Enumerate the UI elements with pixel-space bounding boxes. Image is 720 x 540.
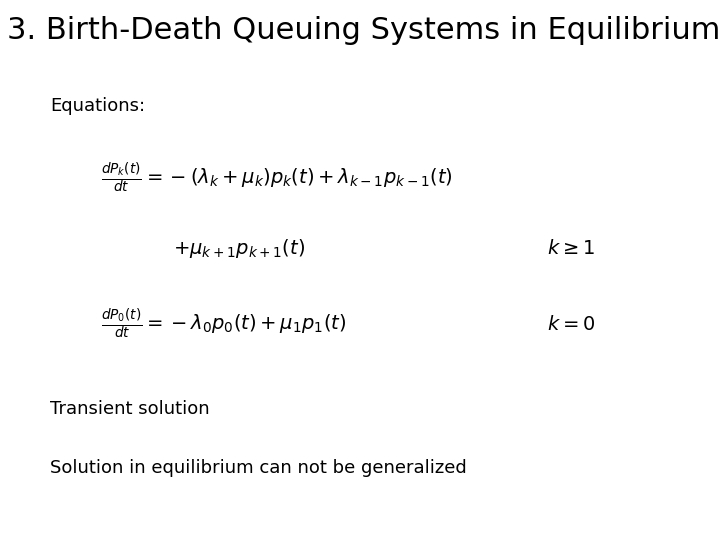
Text: $+ \mu_{k+1}p_{k+1}(t)$: $+ \mu_{k+1}p_{k+1}(t)$ xyxy=(173,237,305,260)
Text: 3. Birth-Death Queuing Systems in Equilibrium: 3. Birth-Death Queuing Systems in Equili… xyxy=(7,16,720,45)
Text: $\frac{dP_{0}(t)}{dt} = -\lambda_{0}p_{0}(t) + \mu_{1}p_{1}(t)$: $\frac{dP_{0}(t)}{dt} = -\lambda_{0}p_{0… xyxy=(101,307,346,341)
Text: $k = 0$: $k = 0$ xyxy=(547,314,595,334)
Text: Equations:: Equations: xyxy=(50,97,145,115)
Text: $k \geq 1$: $k \geq 1$ xyxy=(547,239,595,258)
Text: Solution in equilibrium can not be generalized: Solution in equilibrium can not be gener… xyxy=(50,459,467,477)
Text: $\frac{dP_{k}(t)}{dt} = -(\lambda_{k} + \mu_{k})p_{k}(t) + \lambda_{k-1}p_{k-1}(: $\frac{dP_{k}(t)}{dt} = -(\lambda_{k} + … xyxy=(101,161,452,195)
Text: Transient solution: Transient solution xyxy=(50,400,210,417)
